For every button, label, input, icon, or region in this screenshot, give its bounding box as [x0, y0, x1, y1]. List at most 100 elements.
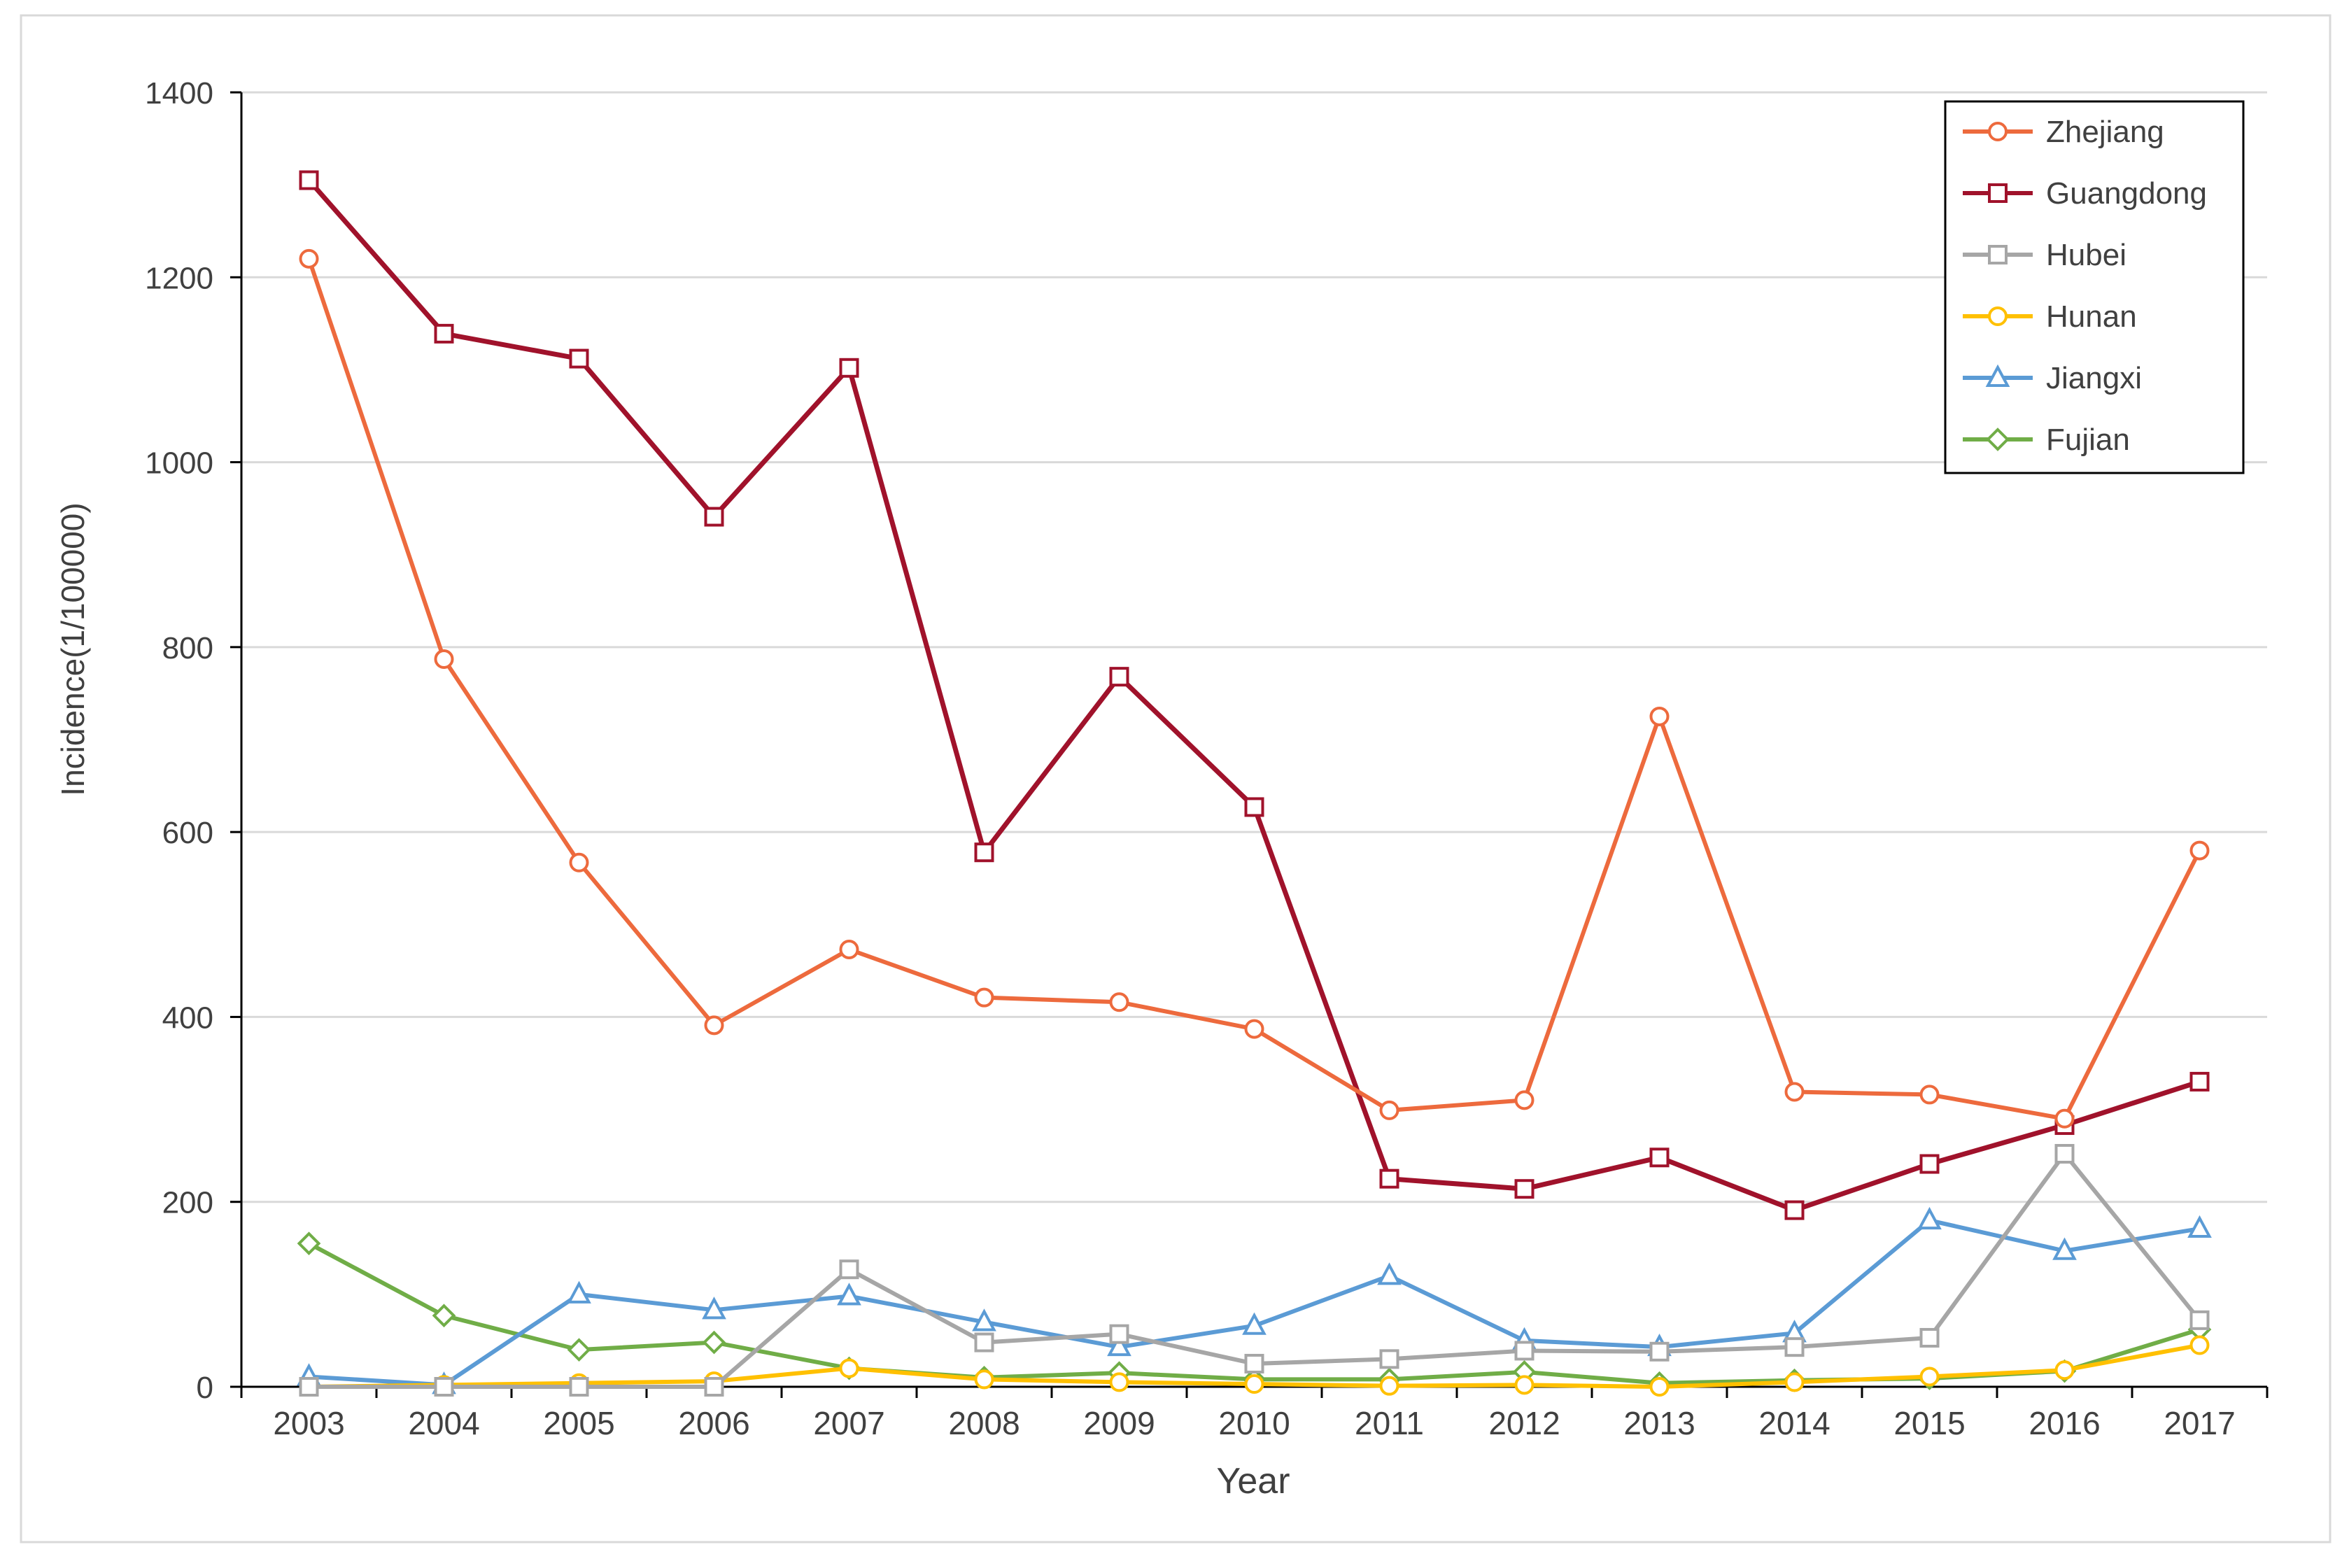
- data-point: [1514, 1375, 1535, 1395]
- data-point: [839, 358, 859, 378]
- legend-item: Hubei: [1963, 238, 2126, 272]
- data-point: [837, 1283, 861, 1306]
- data-point: [1379, 1376, 1399, 1396]
- data-point: [1379, 1168, 1399, 1189]
- x-tick-label: 2013: [1623, 1405, 1695, 1441]
- data-point: [567, 1280, 591, 1304]
- data-point: [1649, 1377, 1670, 1397]
- data-point: [702, 1297, 726, 1320]
- data-point: [1109, 992, 1129, 1012]
- x-tick-label: 2008: [948, 1405, 1020, 1441]
- data-point: [839, 1259, 859, 1280]
- data-point: [704, 1377, 724, 1397]
- data-point: [1244, 797, 1264, 817]
- y-tick-label: 200: [162, 1186, 213, 1220]
- data-point: [2187, 1215, 2212, 1238]
- data-point: [1514, 1090, 1535, 1110]
- legend-item: Hunan: [1963, 299, 2137, 334]
- y-tick-label: 1000: [145, 446, 213, 481]
- data-point: [1514, 1341, 1535, 1361]
- data-point: [2189, 840, 2210, 861]
- data-point: [2052, 1237, 2077, 1260]
- data-point: [2054, 1360, 2075, 1380]
- x-tick-label: 2009: [1083, 1405, 1155, 1441]
- series-zhejiang: [299, 248, 2210, 1129]
- data-point: [1244, 1019, 1264, 1039]
- data-point: [434, 649, 454, 670]
- data-point: [1649, 1341, 1670, 1362]
- data-point: [702, 1330, 726, 1355]
- data-point: [567, 1338, 591, 1362]
- data-point: [704, 507, 724, 527]
- x-axis-title: Year: [1216, 1461, 1290, 1502]
- series-hunan: [299, 1335, 2210, 1397]
- data-point: [704, 1015, 724, 1036]
- data-point: [297, 1231, 321, 1256]
- data-point: [1109, 1372, 1129, 1392]
- data-point: [974, 987, 994, 1008]
- data-point: [1784, 1372, 1805, 1392]
- data-point: [2189, 1335, 2210, 1355]
- data-point: [1917, 1206, 1942, 1230]
- legend: Zhejiang Guangdong Hubei Hunan Jiangxi Fujian: [1944, 100, 2245, 474]
- data-point: [974, 1369, 994, 1390]
- legend-marker: [1985, 364, 2010, 387]
- data-point: [299, 248, 319, 269]
- legend-item: Jiangxi: [1963, 361, 2142, 395]
- x-tick-label: 2007: [813, 1405, 884, 1441]
- data-point: [839, 939, 859, 959]
- data-point: [972, 1308, 996, 1332]
- data-point: [1379, 1100, 1399, 1120]
- data-point: [2189, 1071, 2210, 1092]
- x-tick-label: 2016: [2029, 1405, 2100, 1441]
- data-point: [434, 323, 454, 344]
- legend-item: Fujian: [1963, 423, 2130, 457]
- series-guangdong: [299, 170, 2210, 1220]
- legend-marker: [1988, 122, 2008, 141]
- legend-label: Jiangxi: [2046, 361, 2142, 395]
- data-point: [1919, 1327, 1940, 1348]
- legend-item: Zhejiang: [1963, 115, 2164, 149]
- data-point: [569, 852, 589, 873]
- x-tick-label: 2010: [1218, 1405, 1290, 1441]
- data-point: [974, 1332, 994, 1352]
- data-point: [1784, 1200, 1805, 1220]
- y-tick-label: 1200: [145, 261, 213, 295]
- data-point: [569, 348, 589, 369]
- legend-label: Guangdong: [2046, 176, 2207, 211]
- data-point: [434, 1377, 454, 1397]
- data-point: [1109, 667, 1129, 687]
- y-tick-label: 1400: [145, 76, 213, 111]
- x-tick-label: 2003: [273, 1405, 344, 1441]
- data-point: [432, 1304, 456, 1328]
- data-point: [2054, 1144, 2075, 1164]
- data-point: [1919, 1366, 1940, 1387]
- x-tick-label: 2005: [543, 1405, 614, 1441]
- data-point: [1107, 1333, 1131, 1357]
- data-point: [1377, 1262, 1402, 1285]
- data-point: [974, 842, 994, 863]
- legend-box: [1944, 100, 2245, 474]
- x-tick-label: 2012: [1488, 1405, 1560, 1441]
- data-point: [2054, 1108, 2075, 1129]
- data-point: [1109, 1324, 1129, 1344]
- x-tick-label: 2017: [2164, 1405, 2235, 1441]
- data-point: [1784, 1337, 1805, 1357]
- series-layer: [297, 170, 2212, 1397]
- gridlines: [241, 91, 2267, 1203]
- data-point: [1244, 1353, 1264, 1373]
- y-tick-label: 400: [162, 1001, 213, 1035]
- data-point: [2189, 1310, 2210, 1330]
- legend-label: Hubei: [2046, 238, 2126, 272]
- data-point: [299, 1377, 319, 1397]
- data-point: [1919, 1154, 1940, 1174]
- legend-marker: [1988, 306, 2008, 326]
- data-point: [1514, 1179, 1535, 1199]
- data-point: [299, 170, 319, 190]
- data-point: [1649, 1147, 1670, 1168]
- x-tick-label: 2006: [678, 1405, 749, 1441]
- data-point: [839, 1358, 859, 1378]
- legend-marker: [1986, 428, 2010, 451]
